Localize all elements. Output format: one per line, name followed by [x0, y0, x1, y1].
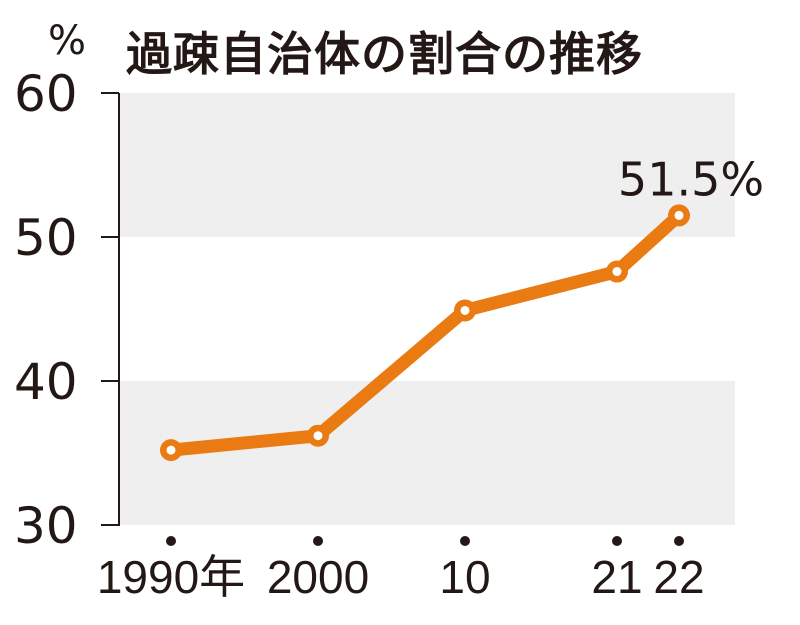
x-tick-label: 2000 [267, 551, 369, 603]
x-tick-label: 22 [653, 551, 704, 603]
data-point-center [313, 431, 323, 441]
x-tick-dot [166, 536, 176, 546]
grid-band-0 [119, 93, 735, 237]
y-axis-unit-label: % [48, 18, 87, 64]
data-point-center [612, 267, 622, 277]
x-tick-dot [460, 536, 470, 546]
y-tick-label: 30 [14, 497, 78, 555]
x-tick-dot [674, 536, 684, 546]
data-point-center [460, 305, 470, 315]
y-tick-label: 40 [14, 353, 78, 411]
data-point-center [674, 210, 684, 220]
data-point-center [166, 445, 176, 455]
x-tick-label: 10 [439, 551, 490, 603]
x-tick-label: 1990年 [97, 551, 245, 603]
y-tick-label: 60 [14, 65, 78, 123]
x-tick-label: 21 [591, 551, 642, 603]
chart-title: 過疎自治体の割合の推移 [126, 27, 643, 81]
grid-band-1 [119, 381, 735, 525]
data-label-latest: 51.5% [618, 152, 764, 206]
x-tick-dot [313, 536, 323, 546]
y-tick-label: 50 [14, 209, 78, 267]
x-tick-dot [612, 536, 622, 546]
